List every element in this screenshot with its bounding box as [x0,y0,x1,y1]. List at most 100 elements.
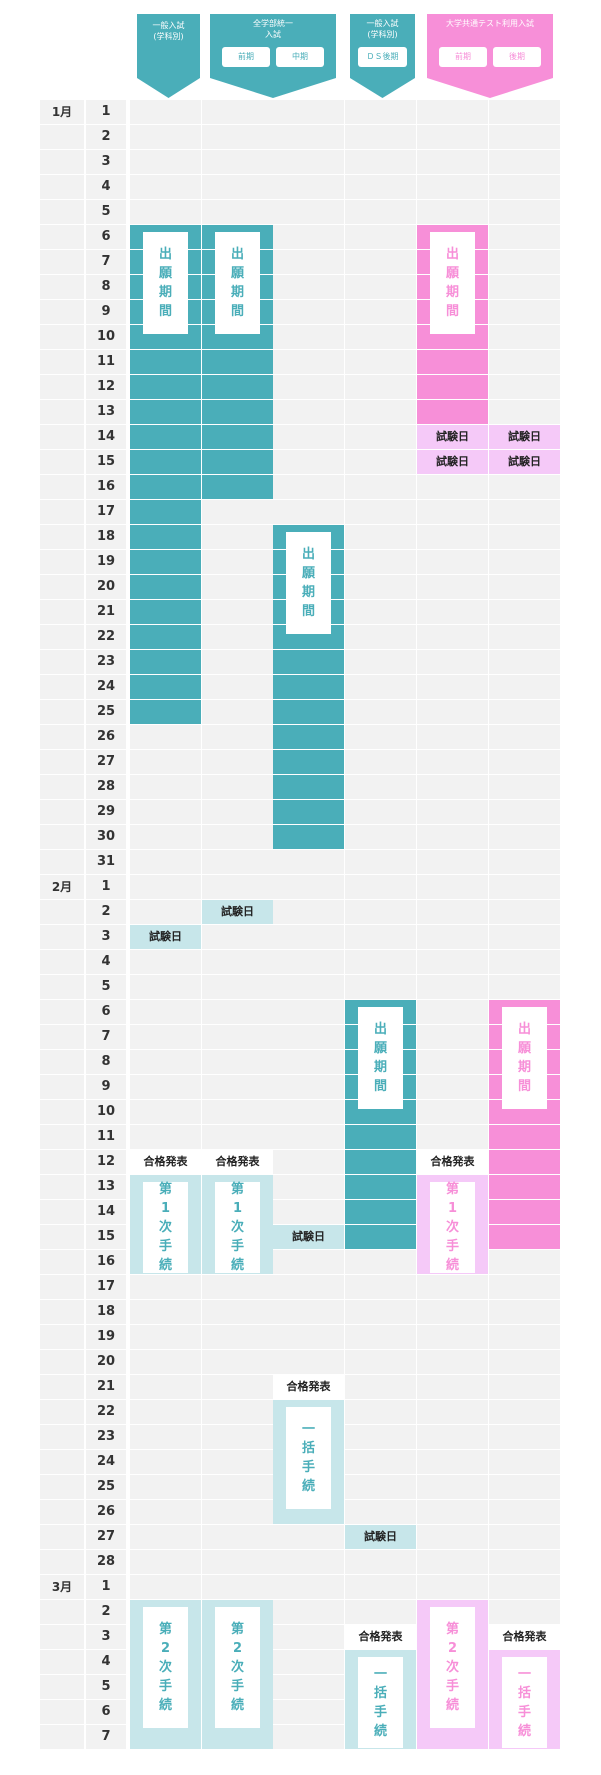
grid-cell [417,1100,488,1124]
grid-cell [417,725,488,749]
grid-cell [202,1500,273,1524]
period-cell [273,775,344,799]
grid-cell [86,1175,126,1199]
grid-cell [345,525,416,549]
grid-cell [417,1475,488,1499]
grid-cell [273,1600,344,1624]
grid-cell [273,1275,344,1299]
period-cell [202,400,273,424]
grid-cell [86,325,126,349]
grid-cell [202,100,273,124]
grid-cell [86,925,126,949]
grid-cell [40,800,84,824]
grid-cell [489,1300,560,1324]
day-label: 6 [101,1004,111,1019]
grid-cell [202,1275,273,1299]
grid-cell [417,675,488,699]
grid-cell [40,325,84,349]
grid-cell [86,800,126,824]
header-title: 一般入試 (学科別) [366,19,399,39]
day-label: 6 [101,229,111,244]
table-row [40,875,560,899]
grid-cell [40,1125,84,1149]
day-label: 21 [96,1379,116,1394]
grid-cell [130,1450,201,1474]
grid-cell [345,775,416,799]
grid-cell [86,1300,126,1324]
grid-cell [417,475,488,499]
grid-cell [130,125,201,149]
day-label: 11 [96,1129,116,1144]
grid-cell [40,950,84,974]
day-label: 7 [101,1029,111,1044]
grid-cell [345,1575,416,1599]
grid-cell [86,475,126,499]
grid-cell [202,1525,273,1549]
grid-cell [40,1400,84,1424]
header-title: 大学共通テスト利用入試 [446,19,534,28]
grid-cell [86,1075,126,1099]
grid-cell [489,1350,560,1374]
period-cell [345,1125,416,1149]
day-label: 8 [101,279,111,294]
grid-cell [273,375,344,399]
grid-cell [86,775,126,799]
event-label: 出願期間 [215,232,260,334]
grid-cell [40,1650,84,1674]
table-row [40,950,560,974]
grid-cell [86,600,126,624]
period-cell [273,750,344,774]
grid-cell [40,250,84,274]
event-label: 出願期間 [430,232,475,334]
grid-cell [40,875,84,899]
grid-cell [489,725,560,749]
grid-cell [417,550,488,574]
grid-cell [273,1725,344,1749]
grid-cell [345,275,416,299]
grid-cell [489,775,560,799]
day-label: 30 [96,829,116,844]
grid-cell [273,425,344,449]
grid-cell [202,725,273,749]
grid-cell [489,475,560,499]
grid-cell [489,950,560,974]
grid-cell [345,475,416,499]
grid-cell [86,1000,126,1024]
grid-cell [40,450,84,474]
header-pill: 中期 [276,47,324,67]
grid-cell [40,200,84,224]
grid-cell [40,500,84,524]
event-label: 一括手続 [502,1657,547,1748]
day-label: 23 [96,654,116,669]
month-label: 1月 [51,105,73,119]
header-title: 全学部統一 入試 [253,19,293,39]
grid-cell [130,1000,201,1024]
header-shape [137,14,200,98]
grid-cell [273,400,344,424]
grid-cell [489,1550,560,1574]
grid-cell [86,100,126,124]
grid-cell [202,550,273,574]
grid-cell [40,1300,84,1324]
grid-cell [86,1200,126,1224]
grid-cell [417,150,488,174]
grid-cell [130,850,201,874]
grid-cell [345,900,416,924]
day-label: 5 [101,979,111,994]
grid-cell [417,1050,488,1074]
grid-cell [417,1575,488,1599]
grid-cell [202,200,273,224]
day-label: 5 [101,1679,111,1694]
grid-cell [86,1475,126,1499]
table-row [40,975,560,999]
event-tag: 試験日 [417,425,488,449]
grid-cell [417,500,488,524]
grid-cell [40,900,84,924]
grid-cell [86,1550,126,1574]
grid-cell [86,700,126,724]
grid-cell [202,175,273,199]
period-cell [130,625,201,649]
grid-cell [273,1550,344,1574]
grid-cell [86,375,126,399]
